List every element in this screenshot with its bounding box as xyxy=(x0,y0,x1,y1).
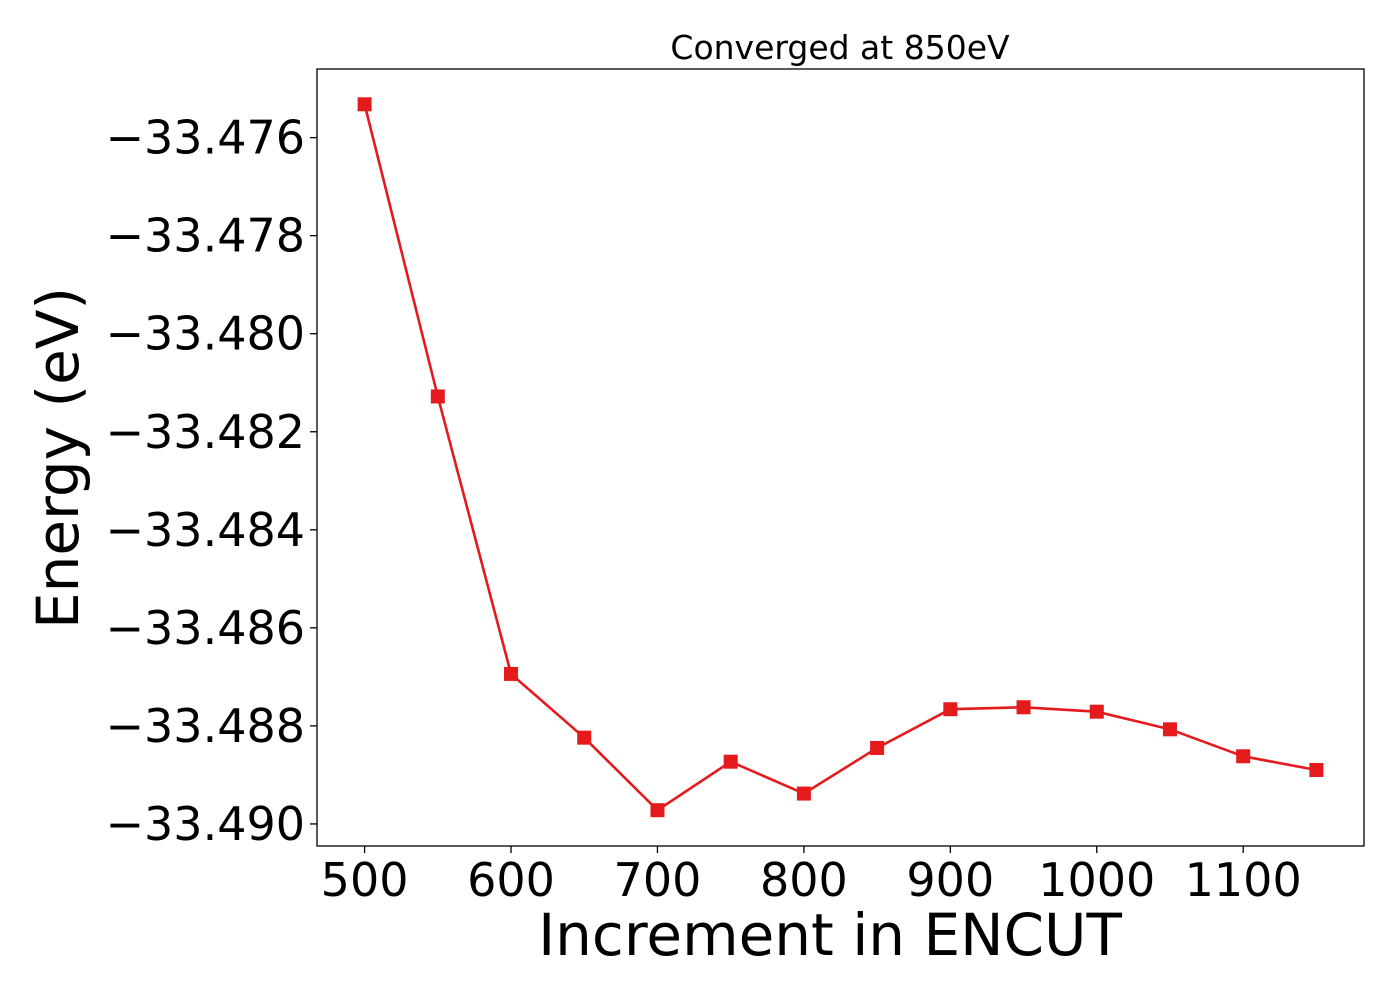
data-point-marker xyxy=(1309,763,1324,778)
chart-title: Converged at 850eV xyxy=(670,28,1010,67)
data-point-marker xyxy=(650,803,665,818)
data-point-marker xyxy=(870,740,885,755)
x-tick-label: 1000 xyxy=(1038,853,1155,907)
data-point-marker xyxy=(1089,704,1104,719)
data-point-marker xyxy=(430,389,445,404)
y-tick-label: −33.490 xyxy=(106,797,306,851)
x-axis-title: Increment in ENCUT xyxy=(538,901,1122,969)
data-point-marker xyxy=(943,702,958,717)
data-point-marker xyxy=(577,730,592,745)
data-point-marker xyxy=(1162,722,1177,737)
y-tick-label: −33.482 xyxy=(106,405,306,459)
data-point-marker xyxy=(796,786,811,801)
y-tick-label: −33.486 xyxy=(106,601,306,655)
y-axis-title: Energy (eV) xyxy=(24,287,92,629)
x-tick-label: 900 xyxy=(906,853,994,907)
energy-series-markers xyxy=(357,97,1324,818)
data-point-marker xyxy=(504,666,519,681)
x-tick-label: 700 xyxy=(614,853,702,907)
energy-series-line xyxy=(363,103,1317,812)
y-tick-label: −33.484 xyxy=(106,503,306,557)
x-tick-label: 1100 xyxy=(1185,853,1302,907)
plot-frame xyxy=(316,68,1365,847)
y-tick-label: −33.488 xyxy=(106,699,306,753)
y-tick-label: −33.478 xyxy=(106,209,306,263)
data-point-marker xyxy=(1016,700,1031,715)
y-tick-label: −33.476 xyxy=(106,111,306,165)
data-point-marker xyxy=(357,97,372,112)
y-axis: −33.476 −33.478 −33.480 −33.482 −33.484 −33.4… xyxy=(106,111,317,851)
y-tick-label: −33.480 xyxy=(106,307,306,361)
x-tick-label: 500 xyxy=(321,853,409,907)
data-point-marker xyxy=(723,754,738,769)
x-tick-label: 600 xyxy=(467,853,555,907)
x-axis: 500 600 700 800 900 1000 1100 xyxy=(321,846,1302,907)
data-point-marker xyxy=(1236,749,1251,764)
x-tick-label: 800 xyxy=(760,853,848,907)
